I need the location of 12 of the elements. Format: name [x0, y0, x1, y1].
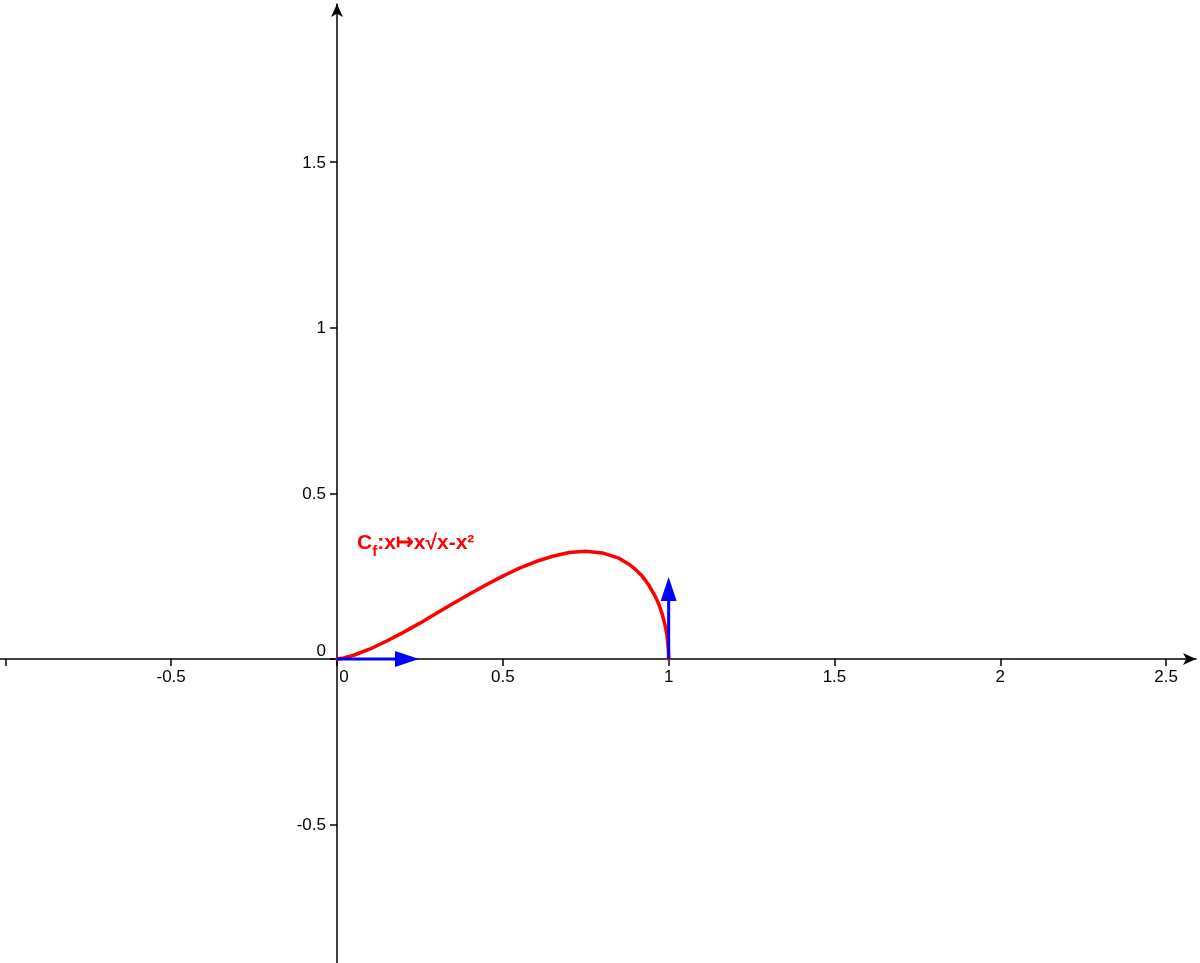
x-tick-label: 2 [995, 666, 1006, 686]
x-tick-label: 1 [663, 666, 674, 686]
y-tick-label: 1 [316, 318, 326, 338]
y-tick-label: 0 [316, 641, 326, 661]
x-tick-label: 0 [339, 666, 349, 686]
y-tick-label: 0.5 [302, 483, 326, 503]
x-tick-label: 1.5 [822, 666, 847, 686]
x-tick-label: 2.5 [1154, 666, 1178, 686]
y-tick-label: -0.5 [296, 815, 326, 835]
y-tick-label: 1.5 [302, 152, 326, 172]
x-tick-label: 0.5 [490, 666, 515, 686]
x-tick-label: -0.5 [156, 666, 186, 686]
